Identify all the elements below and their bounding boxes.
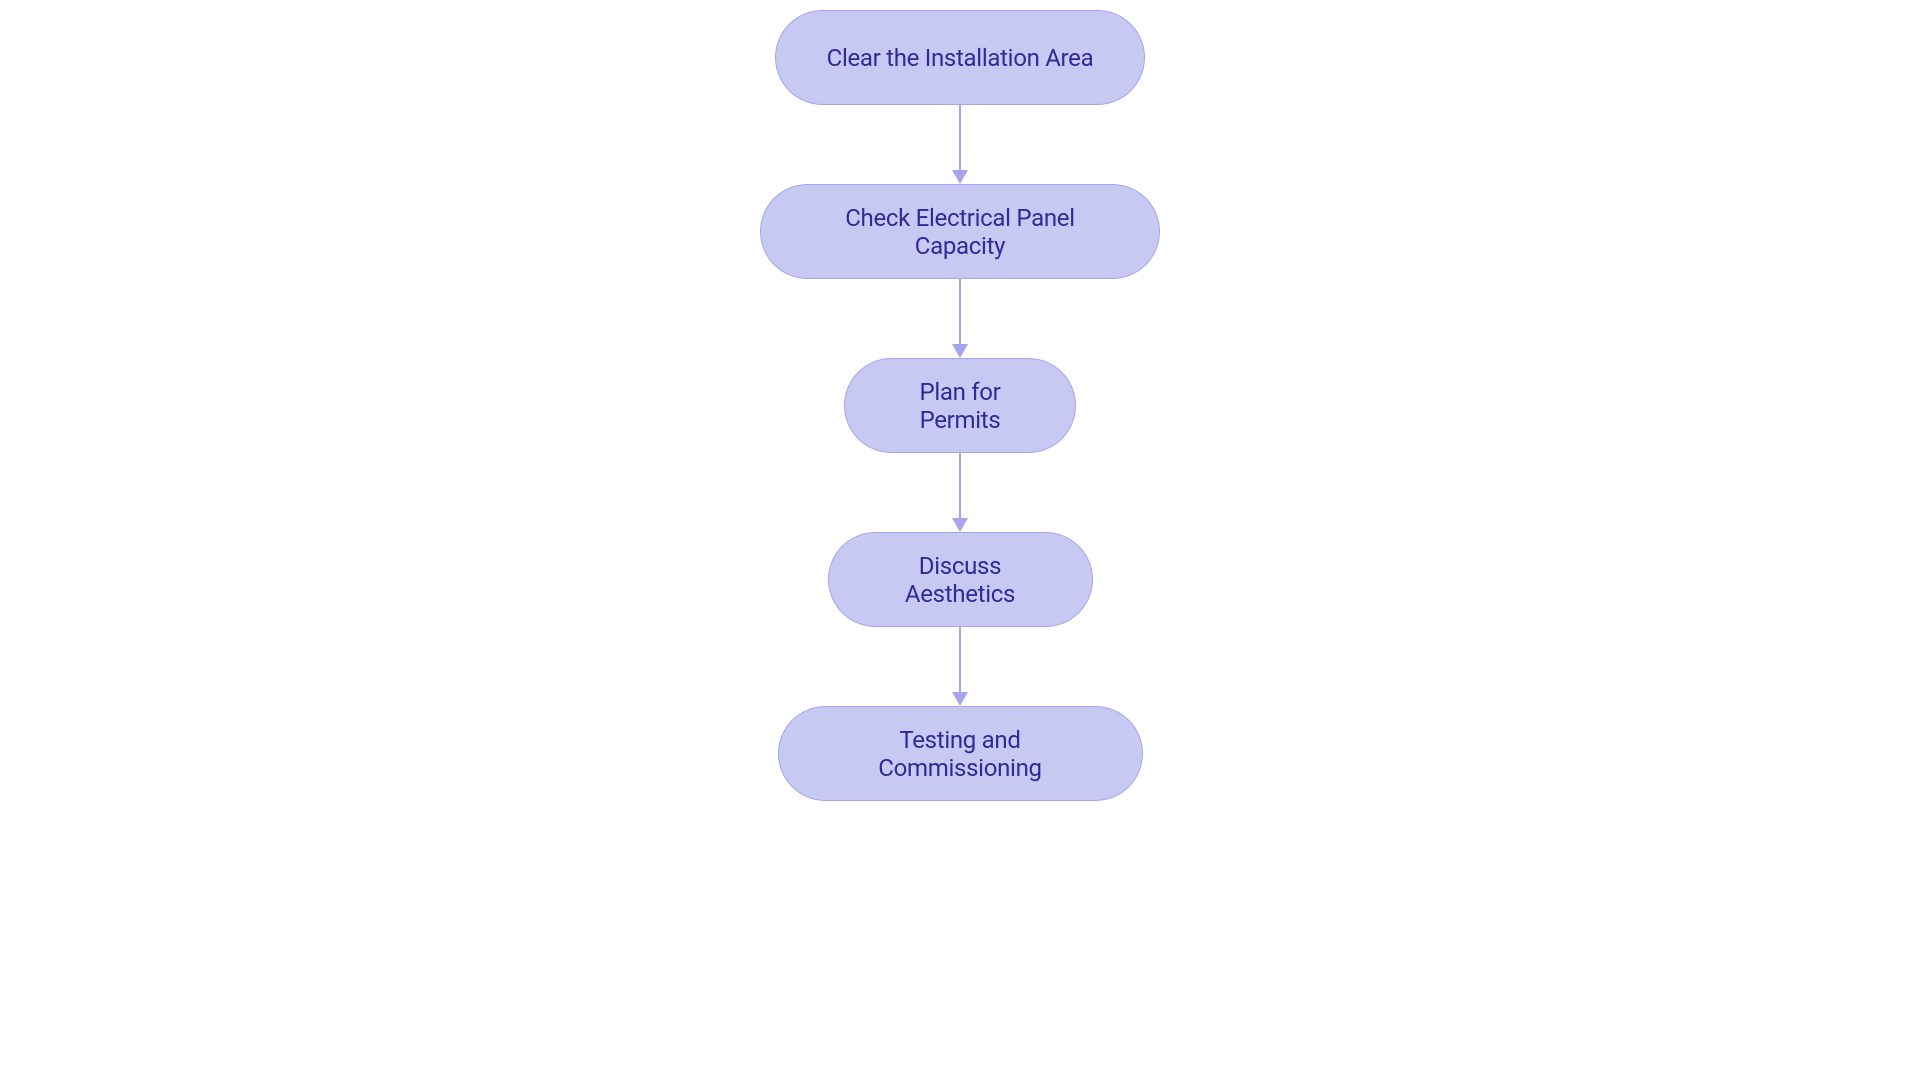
arrow-head-icon [952,344,968,358]
arrow-head-icon [952,518,968,532]
flowchart-arrow-2 [952,279,968,358]
arrow-line [959,627,961,692]
flowchart-node-4: Discuss Aesthetics [828,532,1093,627]
arrow-line [959,279,961,344]
flowchart-node-2: Check Electrical Panel Capacity [760,184,1160,279]
flowchart-container: Clear the Installation Area Check Electri… [760,10,1160,801]
flowchart-node-label: Clear the Installation Area [827,44,1094,72]
arrow-head-icon [952,170,968,184]
flowchart-arrow-1 [952,105,968,184]
flowchart-arrow-4 [952,627,968,706]
arrow-line [959,105,961,170]
flowchart-node-label: Plan for Permits [893,378,1027,434]
flowchart-node-5: Testing and Commissioning [778,706,1143,801]
flowchart-node-1: Clear the Installation Area [775,10,1145,105]
flowchart-arrow-3 [952,453,968,532]
flowchart-node-label: Discuss Aesthetics [877,552,1044,608]
arrow-line [959,453,961,518]
flowchart-node-label: Check Electrical Panel Capacity [809,204,1111,260]
flowchart-node-3: Plan for Permits [844,358,1076,453]
flowchart-node-label: Testing and Commissioning [827,726,1094,782]
arrow-head-icon [952,692,968,706]
